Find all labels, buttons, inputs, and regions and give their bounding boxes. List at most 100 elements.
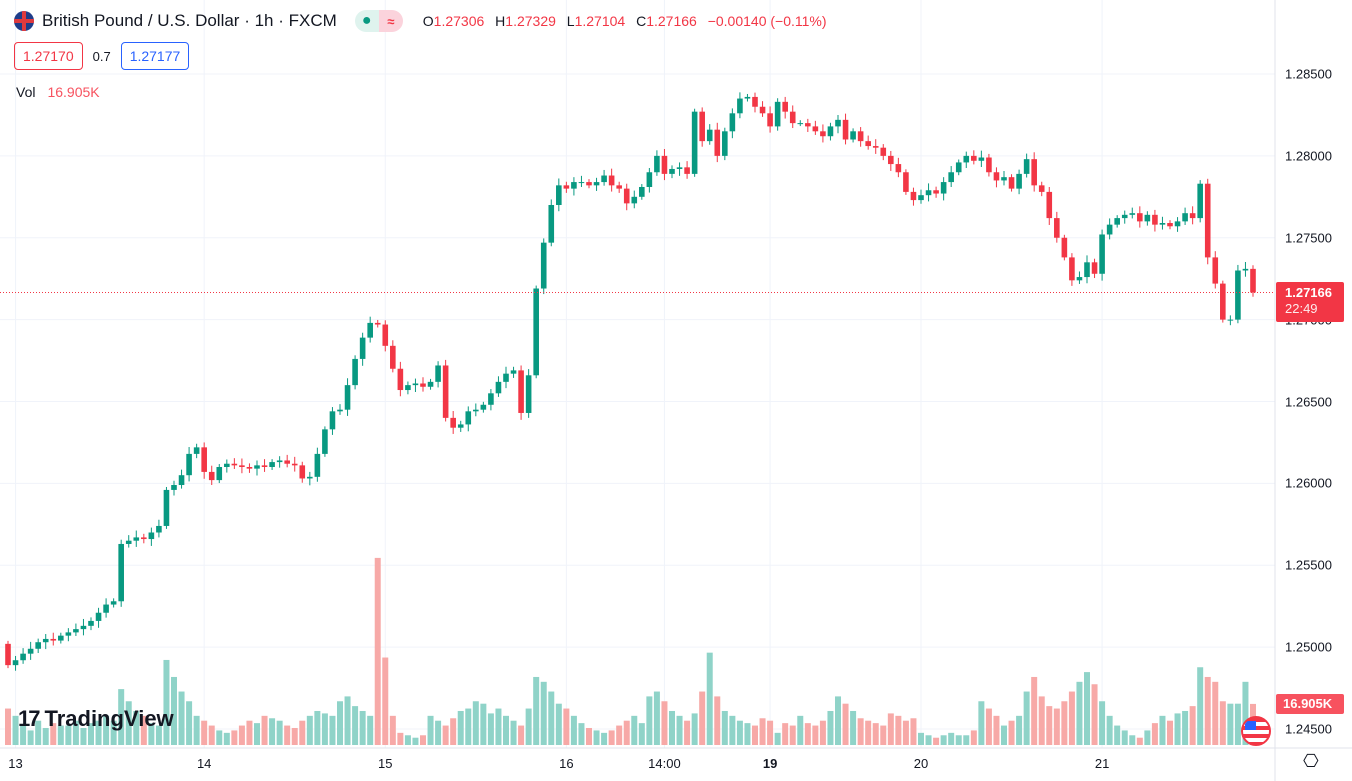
volume-bar	[819, 720, 826, 745]
volume-bar	[850, 710, 857, 745]
volume-bar	[835, 696, 841, 745]
candle-body	[1227, 319, 1234, 321]
volume-bar	[548, 691, 555, 745]
candle-body	[420, 383, 426, 387]
candle-body	[1016, 173, 1022, 189]
last-price: 1.27166	[1285, 285, 1332, 300]
buy-button[interactable]: 1.27177	[120, 42, 190, 70]
candle-body	[216, 467, 223, 481]
candle-body	[540, 242, 547, 289]
candle-body	[435, 365, 441, 382]
price-tick-label: 1.24500	[1285, 721, 1332, 737]
volume-bar	[887, 713, 894, 745]
volume-bar	[1099, 701, 1106, 745]
candle-body	[714, 129, 721, 156]
volume-bar	[125, 701, 132, 745]
market-status[interactable]: ● ≈	[354, 10, 403, 32]
candle-body	[488, 393, 494, 405]
volume-bar	[231, 730, 238, 745]
volume-bar	[510, 720, 517, 745]
volume-label: Vol	[16, 84, 36, 100]
candle-body	[556, 185, 562, 205]
candle-body	[352, 358, 358, 386]
symbol-title[interactable]: British Pound / U.S. Dollar · 1h · FXCM	[42, 11, 337, 30]
volume-bar	[970, 730, 977, 745]
volume-bar	[985, 708, 992, 745]
volume-bar	[12, 715, 19, 745]
candle-body	[42, 638, 49, 643]
volume-bar	[457, 710, 464, 745]
candle-body	[35, 642, 41, 649]
volume-bar	[616, 725, 623, 745]
candle-body	[963, 155, 970, 163]
candle-body	[895, 164, 902, 173]
volume-bar	[133, 710, 140, 745]
volume-bar	[314, 710, 321, 745]
volume-bar	[1091, 684, 1098, 745]
candle-body	[827, 126, 834, 137]
gbp-flag-icon	[14, 11, 34, 31]
volume-bar	[344, 696, 351, 745]
volume-bar	[1129, 735, 1136, 745]
high-value: 1.27329	[505, 13, 556, 29]
candle-body	[239, 465, 245, 467]
candle-body	[729, 113, 736, 132]
candle-body	[971, 155, 977, 161]
volume-bar	[684, 720, 691, 745]
tradingview-logo[interactable]: 17 TradingView	[18, 706, 174, 732]
candle-body	[1167, 223, 1173, 227]
candle-body	[631, 196, 638, 204]
volume-bar	[714, 696, 721, 745]
volume-value: 16.905K	[47, 84, 100, 100]
volume-bar	[1242, 681, 1249, 745]
candle-body	[616, 185, 622, 189]
candle-body	[178, 475, 185, 486]
volume-bar	[201, 720, 208, 745]
volume-bar	[389, 715, 396, 745]
volume-bar	[337, 701, 343, 745]
volume-bar	[1038, 696, 1045, 745]
candle-body	[593, 182, 600, 186]
candle-body	[1159, 223, 1166, 225]
volume-bar	[721, 710, 728, 745]
volume-bar	[563, 708, 570, 745]
candle-body	[103, 604, 109, 613]
volume-bar	[910, 718, 917, 745]
low-value: 1.27104	[574, 13, 626, 29]
volume-bar	[1114, 725, 1121, 745]
candle-body	[307, 476, 313, 479]
volume-bar	[774, 732, 781, 745]
volume-bar	[1144, 730, 1151, 745]
candle-body	[186, 453, 192, 476]
candle-body	[337, 409, 343, 412]
volume-legend[interactable]: Vol 16.905K	[16, 84, 100, 100]
volume-bar	[276, 720, 283, 745]
candle-body	[1189, 213, 1196, 219]
volume-bar	[1023, 691, 1030, 745]
candle-body	[1069, 257, 1075, 281]
volume-bar	[555, 703, 562, 745]
volume-bar	[480, 703, 487, 745]
candle-body	[1114, 218, 1120, 225]
candle-body	[359, 337, 366, 359]
candle-body	[208, 471, 215, 481]
us-economic-event-icon[interactable]	[1241, 716, 1271, 746]
candle-body	[88, 620, 94, 626]
candle-body	[480, 404, 487, 410]
bar-countdown: 22:49	[1285, 301, 1318, 316]
candle-body	[767, 113, 773, 127]
sell-button[interactable]: 1.27170	[14, 42, 83, 70]
candle-body	[571, 182, 577, 189]
high-label: H	[495, 13, 506, 29]
candle-body	[955, 162, 962, 173]
chart-settings-icon[interactable]: ⎔	[1303, 751, 1319, 771]
volume-bar	[1008, 720, 1015, 745]
volume-bar	[1227, 703, 1234, 745]
candle-body	[314, 453, 321, 477]
candle-body	[224, 463, 230, 467]
tradingview-logo-icon: 17	[18, 706, 41, 731]
volume-bar	[918, 732, 924, 745]
candle-body	[1182, 213, 1188, 222]
candle-body	[782, 101, 788, 112]
